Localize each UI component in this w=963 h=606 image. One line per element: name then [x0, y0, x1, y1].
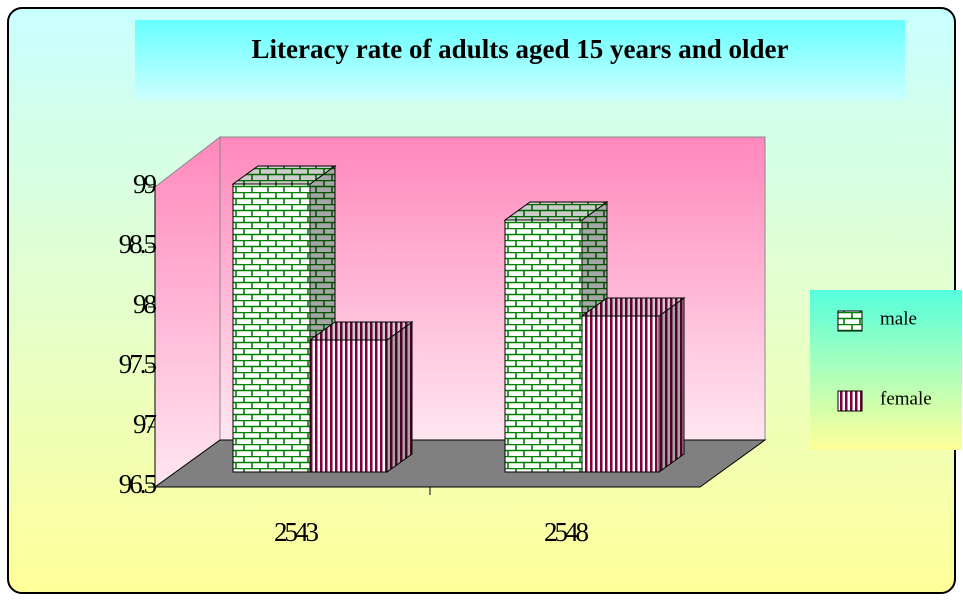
bar-top-shade [505, 202, 607, 220]
bar [232, 183, 311, 473]
legend-swatch [837, 310, 863, 332]
x-tick-label: 2548 [544, 517, 589, 547]
bar-top-shade [310, 322, 412, 340]
bar-top-shade [233, 166, 335, 184]
chart-title: Literacy rate of adults aged 15 years an… [252, 34, 789, 64]
y-tick-label: 97 [133, 409, 157, 439]
y-tick-label: 97.5 [119, 349, 157, 379]
legend-box [810, 290, 962, 450]
y-tick-label: 96.5 [119, 469, 157, 499]
side-wall [154, 135, 221, 488]
legend-label: female [880, 388, 932, 409]
legend-label: male [880, 308, 917, 329]
title-box [135, 20, 905, 100]
x-tick-label: 2543 [274, 517, 319, 547]
bar-top-shade [582, 298, 684, 316]
bar [309, 339, 388, 473]
bar-side-shade [387, 322, 412, 472]
bar-side-shade [659, 298, 684, 472]
y-tick-label: 98.5 [119, 229, 157, 259]
y-tick-label: 99 [133, 169, 157, 199]
bar [504, 219, 583, 473]
legend-swatch [837, 390, 863, 412]
y-tick-label: 98 [133, 289, 157, 319]
bar [581, 315, 660, 473]
